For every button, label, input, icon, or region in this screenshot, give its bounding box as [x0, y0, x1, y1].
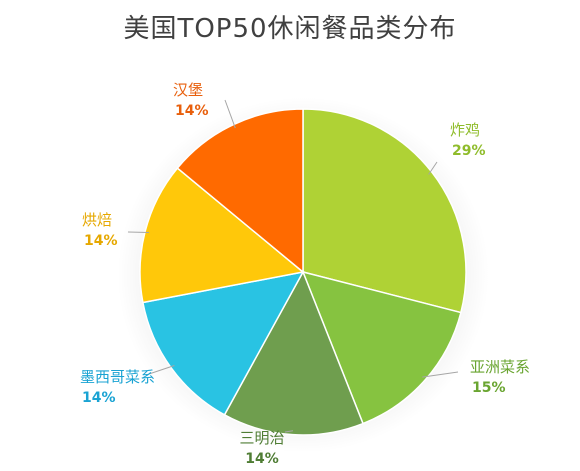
pie-slice	[142, 270, 305, 416]
slice-label: 烘焙	[82, 211, 112, 229]
pie-slice	[223, 270, 364, 436]
slice-value-label: 14%	[245, 451, 279, 467]
leader-line	[145, 365, 175, 376]
leader-line	[428, 161, 438, 175]
pie-slice	[302, 108, 467, 314]
slice-label: 墨西哥菜系	[80, 368, 155, 386]
leader-line	[224, 99, 236, 129]
leader-line	[127, 231, 150, 233]
pie-slice	[139, 167, 305, 304]
chart-title: 美国TOP50休闲餐品类分布	[123, 14, 457, 44]
slice-value-label: 14%	[84, 233, 118, 249]
slice-value-label: 14%	[175, 103, 209, 119]
pie-slice	[301, 270, 462, 425]
slice-value-label: 15%	[472, 380, 506, 396]
slice-label: 三明治	[239, 429, 284, 447]
leader-line	[284, 430, 294, 433]
slice-label: 亚洲菜系	[470, 358, 530, 376]
slice-label: 汉堡	[173, 81, 203, 99]
leader-line	[422, 371, 459, 378]
slice-value-label: 29%	[452, 143, 486, 159]
slice-value-label: 14%	[82, 390, 116, 406]
slice-label: 炸鸡	[450, 121, 480, 139]
